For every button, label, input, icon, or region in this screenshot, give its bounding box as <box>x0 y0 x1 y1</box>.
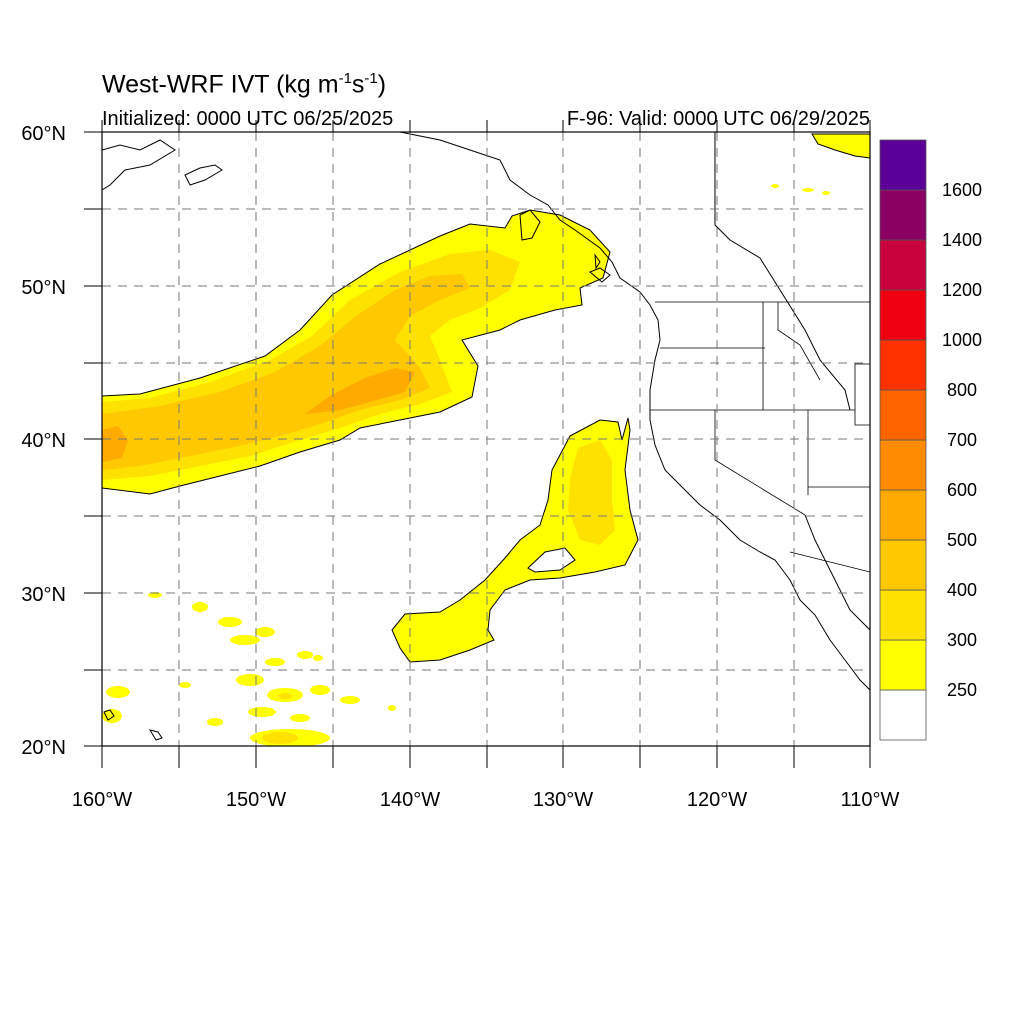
ivt-500-core-1 <box>305 368 415 414</box>
ivt-scattered-patches <box>102 184 830 746</box>
init-time-label: Initialized: 0000 UTC 06/25/2025 <box>102 108 394 130</box>
lon-label-130w: 130°W <box>533 789 593 811</box>
colorbar-level-label: 500 <box>947 530 977 550</box>
colorbar-box <box>879 339 927 391</box>
colorbar-box <box>879 689 927 741</box>
colorbar-level-label: 1600 <box>942 180 982 200</box>
map-plot-area <box>102 132 870 746</box>
colorbar-box <box>879 439 927 491</box>
colorbar-level-label: 800 <box>947 380 977 400</box>
lon-label-120w: 120°W <box>687 789 747 811</box>
lon-label-150w: 150°W <box>226 789 286 811</box>
colorbar-level-label: 1400 <box>942 230 982 250</box>
colorbar-box <box>879 139 927 191</box>
lat-lon-grid <box>102 132 870 746</box>
state-borders <box>650 301 870 573</box>
colorbar-box <box>879 389 927 441</box>
colorbar-level-label: 400 <box>947 580 977 600</box>
lat-label-60n: 60°N <box>21 123 66 145</box>
colorbar-level-label: 250 <box>947 680 977 700</box>
colorbar-box <box>879 489 927 541</box>
lat-label-50n: 50°N <box>21 277 66 299</box>
ivt-colorbar: 250 300 400 500 600 700 800 1000 1200 1400 1600 <box>879 139 982 741</box>
ivt-500-core-2 <box>102 426 128 462</box>
axis-ticks <box>84 120 871 768</box>
lon-label-110w: 110°W <box>841 789 900 811</box>
lat-label-30n: 30°N <box>21 584 66 606</box>
ivt-300-southern-plume <box>568 440 615 545</box>
colorbar-box <box>879 289 927 341</box>
colorbar-level-label: 700 <box>947 430 977 450</box>
colorbar-box <box>879 639 927 691</box>
colorbar-box <box>879 589 927 641</box>
lon-label-160w: 160°W <box>72 789 132 811</box>
lat-label-40n: 40°N <box>21 430 66 452</box>
ivt-250-ne-patch <box>811 133 870 159</box>
lat-label-20n: 20°N <box>21 737 66 759</box>
colorbar-box <box>879 189 927 241</box>
ivt-300-scattered-patches <box>262 693 298 744</box>
colorbar-level-label: 600 <box>947 480 977 500</box>
colorbar-level-label: 1000 <box>942 330 982 350</box>
map-title: West-WRF IVT (kg m-1s-1) <box>102 70 387 99</box>
ivt-400-main-river <box>102 274 470 470</box>
colorbar-box <box>879 539 927 591</box>
lon-label-140w: 140°W <box>380 789 440 811</box>
colorbar-level-label: 1200 <box>942 280 982 300</box>
coastlines <box>102 132 870 741</box>
colorbar-box <box>879 239 927 291</box>
colorbar-level-label: 300 <box>947 630 977 650</box>
